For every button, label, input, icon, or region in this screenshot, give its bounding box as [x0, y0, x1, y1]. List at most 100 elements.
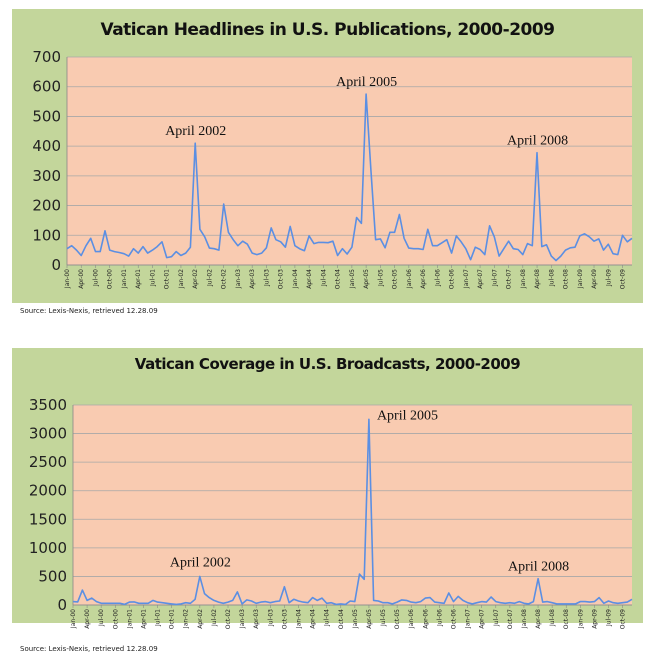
broadcasts-x-tick-label: Oct-09: [620, 609, 627, 629]
broadcasts-x-tick-label: Apr-09: [591, 609, 598, 629]
broadcasts-x-tick-label: Jul-03: [267, 609, 274, 627]
broadcasts-annotation: April 2008: [508, 560, 569, 575]
broadcasts-x-tick-label: Apr-02: [197, 609, 204, 629]
broadcasts-annotation: April 2002: [170, 555, 231, 570]
publications-x-tick-label: Apr-03: [249, 269, 256, 289]
publications-y-tick-label: 500: [32, 107, 61, 125]
broadcasts-x-tick-label: Jan-01: [126, 609, 133, 629]
publications-x-tick-label: Oct-01: [164, 269, 171, 289]
publications-x-tick-label: Jul-00: [92, 269, 99, 287]
broadcasts-x-tick-label: Apr-00: [84, 609, 91, 629]
publications-x-tick-label: Apr-02: [192, 269, 199, 289]
broadcasts-x-tick-label: Jul-07: [493, 609, 500, 627]
broadcasts-x-tick-label: Jan-09: [577, 609, 584, 629]
broadcasts-x-tick-label: Apr-04: [310, 609, 317, 629]
publications-x-tick-label: Oct-05: [392, 269, 399, 289]
broadcasts-x-tick-label: Jan-00: [70, 609, 77, 629]
broadcasts-x-tick-label: Apr-08: [535, 609, 542, 629]
broadcasts-y-tick-label: 2500: [29, 453, 67, 471]
broadcasts-x-tick-label: Apr-06: [422, 609, 429, 629]
publications-x-tick-label: Oct-02: [221, 269, 228, 289]
broadcasts-chart-title: Vatican Coverage in U.S. Broadcasts, 200…: [134, 355, 521, 373]
publications-y-tick-label: 400: [32, 137, 61, 155]
publications-x-tick-label: Oct-03: [278, 269, 285, 289]
broadcasts-x-tick-label: Jan-07: [465, 609, 472, 629]
publications-x-tick-label: Jul-04: [320, 269, 327, 287]
publications-x-tick-label: Apr-07: [477, 269, 484, 289]
publications-annotation: April 2002: [165, 124, 226, 139]
publications-x-tick-label: Jul-09: [605, 269, 612, 287]
broadcasts-x-tick-label: Jan-04: [295, 609, 302, 629]
publications-x-tick-label: Jan-00: [64, 269, 71, 289]
publications-x-tick-label: Apr-09: [591, 269, 598, 289]
publications-x-tick-label: Jul-07: [491, 269, 498, 287]
broadcasts-x-tick-label: Apr-01: [140, 609, 147, 629]
publications-x-tick-label: Jan-02: [178, 269, 185, 289]
broadcasts-x-tick-label: Jul-06: [436, 609, 443, 627]
broadcasts-x-tick-label: Jul-02: [211, 609, 218, 627]
broadcasts-x-tick-label: Oct-01: [169, 609, 176, 629]
publications-series-line: [66, 93, 633, 262]
broadcasts-y-tick-label: 1000: [29, 539, 67, 557]
publications-x-tick-label: Oct-09: [620, 269, 627, 289]
publications-x-tick-label: Jul-01: [149, 269, 156, 287]
publications-x-tick-label: Apr-04: [306, 269, 313, 289]
publications-y-tick-label: 200: [32, 197, 61, 215]
broadcasts-plot-area: [73, 405, 632, 605]
broadcasts-x-tick-label: Jan-03: [239, 609, 246, 629]
publications-source-note: Source: Lexis-Nexis, retrieved 12.28.09: [20, 307, 158, 315]
publications-y-tick-label: 0: [51, 256, 61, 274]
publications-y-tick-label: 100: [32, 226, 61, 244]
publications-x-tick-label: Apr-00: [78, 269, 85, 289]
publications-x-tick-label: Jan-09: [577, 269, 584, 289]
broadcasts-x-tick-label: Apr-05: [366, 609, 373, 629]
broadcasts-series-line: [72, 418, 633, 606]
publications-x-tick-label: Oct-04: [335, 269, 342, 289]
publications-x-tick-label: Apr-01: [135, 269, 142, 289]
publications-x-tick-label: Apr-08: [534, 269, 541, 289]
broadcasts-y-tick-label: 2000: [29, 482, 67, 500]
broadcasts-source-note: Source: Lexis-Nexis, retrieved 12.28.09: [20, 645, 158, 653]
broadcasts-y-tick-label: 0: [57, 596, 67, 614]
publications-x-tick-label: Oct-00: [107, 269, 114, 289]
broadcasts-y-tick-label: 500: [38, 567, 67, 585]
broadcasts-x-tick-label: Jul-08: [549, 609, 556, 627]
broadcasts-x-tick-label: Jan-05: [352, 609, 359, 629]
publications-x-tick-label: Jul-02: [206, 269, 213, 287]
broadcasts-y-tick-label: 3500: [29, 396, 67, 414]
broadcasts-y-tick-label: 3000: [29, 425, 67, 443]
broadcasts-x-tick-label: Jul-05: [380, 609, 387, 627]
publications-x-tick-label: Jan-01: [121, 269, 128, 289]
publications-x-tick-label: Jan-07: [463, 269, 470, 289]
publications-x-tick-label: Jul-08: [548, 269, 555, 287]
publications-x-tick-label: Jan-08: [520, 269, 527, 289]
broadcasts-x-tick-label: Jul-04: [324, 609, 331, 627]
broadcasts-x-tick-label: Apr-07: [479, 609, 486, 629]
publications-x-tick-label: Oct-08: [563, 269, 570, 289]
broadcasts-y-tick-label: 1500: [29, 510, 67, 528]
broadcasts-x-tick-label: Oct-02: [225, 609, 232, 629]
publications-y-tick-label: 700: [32, 48, 61, 66]
publications-chart-title: Vatican Headlines in U.S. Publications, …: [100, 20, 555, 40]
broadcasts-x-tick-label: Oct-04: [338, 609, 345, 629]
broadcasts-x-tick-label: Apr-03: [253, 609, 260, 629]
publications-annotation: April 2005: [336, 75, 397, 90]
publications-x-tick-label: Jan-06: [406, 269, 413, 289]
broadcasts-x-tick-label: Jan-06: [408, 609, 415, 629]
publications-y-tick-label: 300: [32, 167, 61, 185]
broadcasts-x-tick-label: Oct-05: [394, 609, 401, 629]
publications-x-tick-label: Jul-03: [263, 269, 270, 287]
broadcasts-x-tick-label: Oct-00: [112, 609, 119, 629]
broadcasts-x-tick-label: Jul-09: [606, 609, 613, 627]
broadcasts-x-tick-label: Jan-08: [521, 609, 528, 629]
broadcasts-x-tick-label: Jul-01: [155, 609, 162, 627]
publications-x-tick-label: Jul-06: [434, 269, 441, 287]
broadcasts-x-tick-label: Jan-02: [183, 609, 190, 629]
publications-y-tick-label: 600: [32, 78, 61, 96]
publications-x-tick-label: Apr-06: [420, 269, 427, 289]
publications-annotation: April 2008: [507, 134, 568, 149]
broadcasts-x-tick-label: Jul-00: [98, 609, 105, 627]
publications-x-tick-label: Apr-05: [363, 269, 370, 289]
publications-x-tick-label: Jan-03: [235, 269, 242, 289]
